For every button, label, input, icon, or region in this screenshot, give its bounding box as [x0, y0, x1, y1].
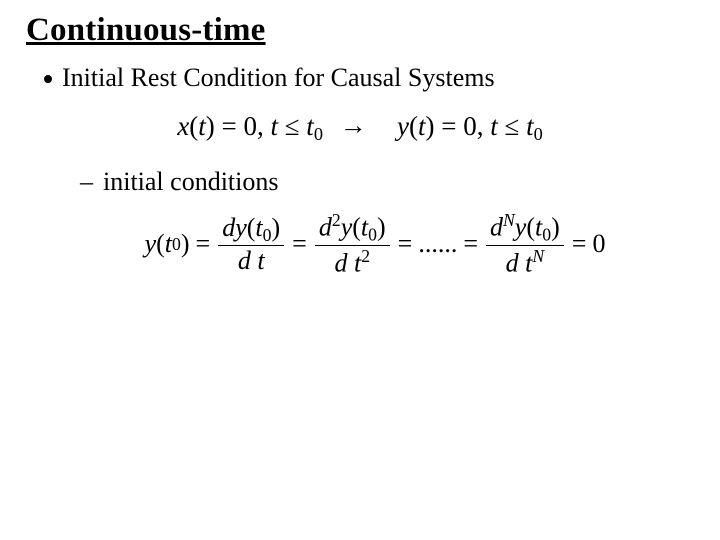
- eq2-f2-dt: d t: [334, 249, 361, 278]
- eq2-f2-sup: 2: [332, 210, 341, 230]
- eq1-comma2: ,: [477, 111, 484, 141]
- eq2-fN-sup: N: [503, 210, 515, 230]
- eq2-fN-y: y: [515, 213, 527, 242]
- eq1-le2: ≤: [505, 111, 520, 141]
- eq2-f1-dt: d t: [238, 246, 265, 275]
- eq2-y0: y: [145, 229, 157, 259]
- eq2-t0-0: t: [165, 229, 172, 259]
- eq2-f1-t0: t: [255, 213, 262, 242]
- eq2-f1-y: y: [235, 213, 247, 242]
- eq2-frac2: d2y(t0) d t2: [315, 211, 390, 277]
- eq1-arrow-icon: →: [330, 110, 377, 141]
- eq1-t-2: t: [270, 111, 278, 141]
- bullet-level1: Initial Rest Condition for Causal System…: [44, 63, 694, 93]
- eq1-t0b-sub: 0: [534, 124, 543, 144]
- eq2-f2-t0s: 0: [368, 225, 377, 245]
- bullet2-text: initial conditions: [103, 167, 279, 197]
- disc-bullet-icon: [44, 75, 52, 83]
- slide-title: Continuous-time: [26, 12, 694, 49]
- bullet-level2: – initial conditions: [80, 167, 694, 197]
- eq2-eq1: =: [196, 229, 211, 259]
- eq2-frac1: dy(t0) d t: [218, 214, 284, 275]
- eq2-eq4: =: [463, 229, 478, 259]
- equation-1-block: x(t) = 0, t ≤ t0 → y(t) = 0, t ≤ t0: [26, 111, 694, 145]
- eq1-eq1: =: [221, 111, 236, 141]
- equation-1: x(t) = 0, t ≤ t0 → y(t) = 0, t ≤ t0: [177, 111, 543, 141]
- eq2-f2-y: y: [341, 213, 353, 242]
- eq1-comma1: ,: [257, 111, 264, 141]
- eq2-f1-d: d: [222, 213, 235, 242]
- eq2-eq3: =: [398, 229, 413, 259]
- eq2-fN-dt: d t: [506, 249, 533, 278]
- eq1-t0a: t: [306, 111, 314, 141]
- bullet1-text: Initial Rest Condition for Causal System…: [62, 63, 495, 93]
- eq2-eq5: =: [572, 229, 587, 259]
- eq2-fracN: dNy(t0) d tN: [486, 211, 564, 277]
- eq1-le1: ≤: [285, 111, 300, 141]
- eq1-zero2: 0: [463, 111, 477, 141]
- dash-bullet-icon: –: [80, 167, 93, 197]
- equation-2: y(t0) = dy(t0) d t = d2y(t0) d t2 = ....…: [56, 211, 694, 277]
- eq1-x: x: [177, 111, 189, 141]
- eq1-t-4: t: [490, 111, 498, 141]
- eq2-f1-t0s: 0: [263, 225, 272, 245]
- eq1-t-1: t: [198, 111, 206, 141]
- eq2-zero: 0: [592, 229, 605, 259]
- eq1-eq2: =: [441, 111, 456, 141]
- eq2-f2-dsup: 2: [361, 246, 370, 266]
- eq2-f2-d: d: [319, 213, 332, 242]
- eq2-fN-dsup: N: [532, 246, 544, 266]
- eq2-dots: ......: [418, 229, 457, 259]
- eq2-eq2: =: [292, 229, 307, 259]
- slide: Continuous-time Initial Rest Condition f…: [0, 0, 720, 540]
- eq1-t-3: t: [418, 111, 426, 141]
- eq2-fN-d: d: [490, 213, 503, 242]
- eq1-y: y: [397, 111, 409, 141]
- eq1-zero1: 0: [243, 111, 257, 141]
- eq1-t0a-sub: 0: [314, 124, 323, 144]
- eq2-fN-t0s: 0: [542, 225, 551, 245]
- eq2-t0-0-sub: 0: [172, 234, 181, 255]
- eq2-lhs: y(t0): [145, 229, 190, 259]
- eq1-t0b: t: [526, 111, 534, 141]
